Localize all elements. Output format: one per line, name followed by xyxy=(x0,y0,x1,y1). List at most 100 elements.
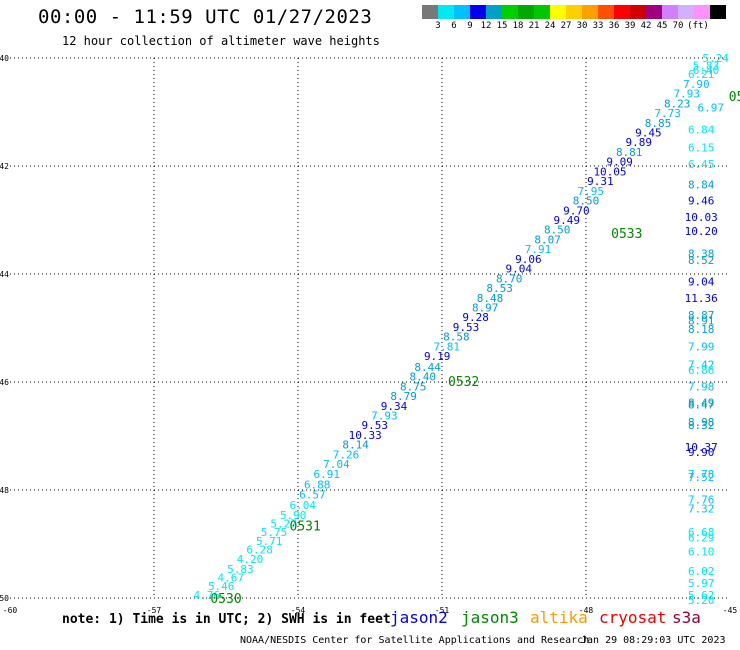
wave-height-label: 5.97 xyxy=(688,577,715,590)
colorbar-label: 21 xyxy=(528,21,540,31)
lon-tick-label: -54 xyxy=(291,606,306,615)
wave-height-label: 9.70 xyxy=(563,204,590,217)
wave-height-label: 7.95 xyxy=(578,185,605,198)
lon-tick-label: -45 xyxy=(723,606,738,615)
wave-height-label: 10.33 xyxy=(349,429,382,442)
wave-height-label: 9.19 xyxy=(424,350,451,363)
colorbar-swatch xyxy=(438,5,454,19)
wave-height-label: 8.14 xyxy=(342,439,369,452)
lon-tick-label: -57 xyxy=(147,606,162,615)
colorbar-swatch xyxy=(630,5,646,19)
wave-height-label: 8.50 xyxy=(573,195,600,208)
measurement-labels: 4.765.464.675.834.206.285.715.755.275.90… xyxy=(194,52,730,607)
colorbar-label: 33 xyxy=(592,21,604,31)
colorbar-label: 30 xyxy=(576,21,588,31)
wave-height-label: 6.45 xyxy=(688,158,715,171)
wave-height-label: 9.53 xyxy=(453,321,480,334)
colorbar-labels: 3 6 9 12 15 18 21 24 27 30 33 36 39 42 45 70 (ft) xyxy=(422,21,740,33)
lon-tick-label: -51 xyxy=(435,606,450,615)
wave-height-label: 10.03 xyxy=(685,211,718,224)
wave-height-label: 6.29 xyxy=(688,532,715,545)
wave-height-label: 9.89 xyxy=(626,136,653,149)
wave-height-label: 7.93 xyxy=(674,88,701,101)
wave-height-label: 9.06 xyxy=(515,253,542,266)
colorbar-swatch xyxy=(502,5,518,19)
wave-height-label: 7.04 xyxy=(323,458,350,471)
legend-altika: altika xyxy=(530,608,588,627)
colorbar-swatch xyxy=(678,5,694,19)
wave-height-label: 5.75 xyxy=(261,526,288,539)
colorbar-swatch xyxy=(646,5,662,19)
wave-height-label: 8.97 xyxy=(472,301,499,314)
wave-height-label: 4.67 xyxy=(218,571,245,584)
wave-height-label: 10.37 xyxy=(685,441,718,454)
wave-height-label: 4.20 xyxy=(237,553,264,566)
colorbar-swatch xyxy=(454,5,470,19)
wave-height-label: 7.78 xyxy=(688,468,715,481)
legend-cryosat: cryosat xyxy=(599,608,667,627)
colorbar-swatch xyxy=(598,5,614,19)
wave-height-label: 7.81 xyxy=(434,340,461,353)
lat-tick-label: -48 xyxy=(0,486,9,495)
wave-height-label: 5.27 xyxy=(270,517,297,530)
colorbar-label: 45 xyxy=(656,21,668,31)
legend-s3a: s3a xyxy=(672,608,701,627)
wave-height-label: 9.04 xyxy=(506,263,533,276)
wave-height-label: 7.76 xyxy=(688,494,715,507)
wave-height-label: 6.86 xyxy=(688,364,715,377)
wave-height-label: 8.38 xyxy=(688,247,715,260)
wave-height-label: 8.47 xyxy=(688,399,715,412)
colorbar-swatch xyxy=(534,5,550,19)
wave-height-label: 7.93 xyxy=(371,409,398,422)
lat-tick-label: -42 xyxy=(0,162,9,171)
wave-height-label: 8.91 xyxy=(688,314,715,327)
pass-time-label: 0534 xyxy=(729,90,740,105)
colorbar-label: (ft) xyxy=(687,21,709,31)
wave-height-label: 8.84 xyxy=(688,178,715,191)
wave-height-label: 9.46 xyxy=(688,195,715,208)
wave-height-label: 8.32 xyxy=(688,419,715,432)
wave-height-label: 5.62 xyxy=(688,589,715,602)
pass-time-label: 0531 xyxy=(290,520,321,535)
colorbar-swatch xyxy=(566,5,582,19)
wave-height-label: 6.68 xyxy=(688,526,715,539)
wave-height-label: 5.71 xyxy=(256,535,283,548)
wave-height-label: 8.53 xyxy=(486,282,513,295)
lat-tick-label: -46 xyxy=(0,378,9,387)
wave-height-label: 7.98 xyxy=(688,380,715,393)
wave-height-label: 6.57 xyxy=(299,488,326,501)
wave-height-label: 7.90 xyxy=(683,78,710,91)
wave-height-label: 8.40 xyxy=(410,371,437,384)
wave-height-label: 6.10 xyxy=(688,546,715,559)
lat-tick-label: -40 xyxy=(0,54,9,63)
wave-height-label: 7.42 xyxy=(688,359,715,372)
wave-height-label: 9.53 xyxy=(362,419,389,432)
wave-height-label: 6.84 xyxy=(688,123,715,136)
pass-time-label: 0533 xyxy=(611,227,642,242)
pass-time-label: 0530 xyxy=(210,592,241,607)
colorbar-label: 24 xyxy=(544,21,556,31)
wave-height-label: 5.90 xyxy=(280,509,307,522)
wave-height-label: 6.88 xyxy=(304,479,331,492)
wave-height-label: 10.20 xyxy=(685,225,718,238)
wave-height-label: 9.45 xyxy=(635,127,662,140)
wave-height-label: 9.09 xyxy=(606,156,633,169)
wave-height-label: 6.15 xyxy=(688,142,715,155)
wave-height-label: 8.44 xyxy=(414,361,441,374)
colorbar-label: 70 xyxy=(672,21,684,31)
wave-height-label: 8.49 xyxy=(688,397,715,410)
wave-height-label: 4.76 xyxy=(194,589,221,602)
wave-height-label: 10.05 xyxy=(593,165,626,178)
wave-height-label: 7.73 xyxy=(654,107,681,120)
pass-time-label: 0532 xyxy=(448,375,479,390)
colorbar-label: 42 xyxy=(640,21,652,31)
wave-height-label: 6.91 xyxy=(314,468,341,481)
colorbar-swatch xyxy=(694,5,710,19)
wave-height-label: 5.83 xyxy=(693,60,720,73)
wave-height-label: 8.98 xyxy=(688,416,715,429)
wave-height-label: 9.28 xyxy=(462,311,489,324)
footer-credit: NOAA/NESDIS Center for Satellite Applica… xyxy=(240,635,590,646)
wave-height-label: 9.34 xyxy=(381,400,408,413)
wave-height-label: 8.23 xyxy=(664,97,691,110)
